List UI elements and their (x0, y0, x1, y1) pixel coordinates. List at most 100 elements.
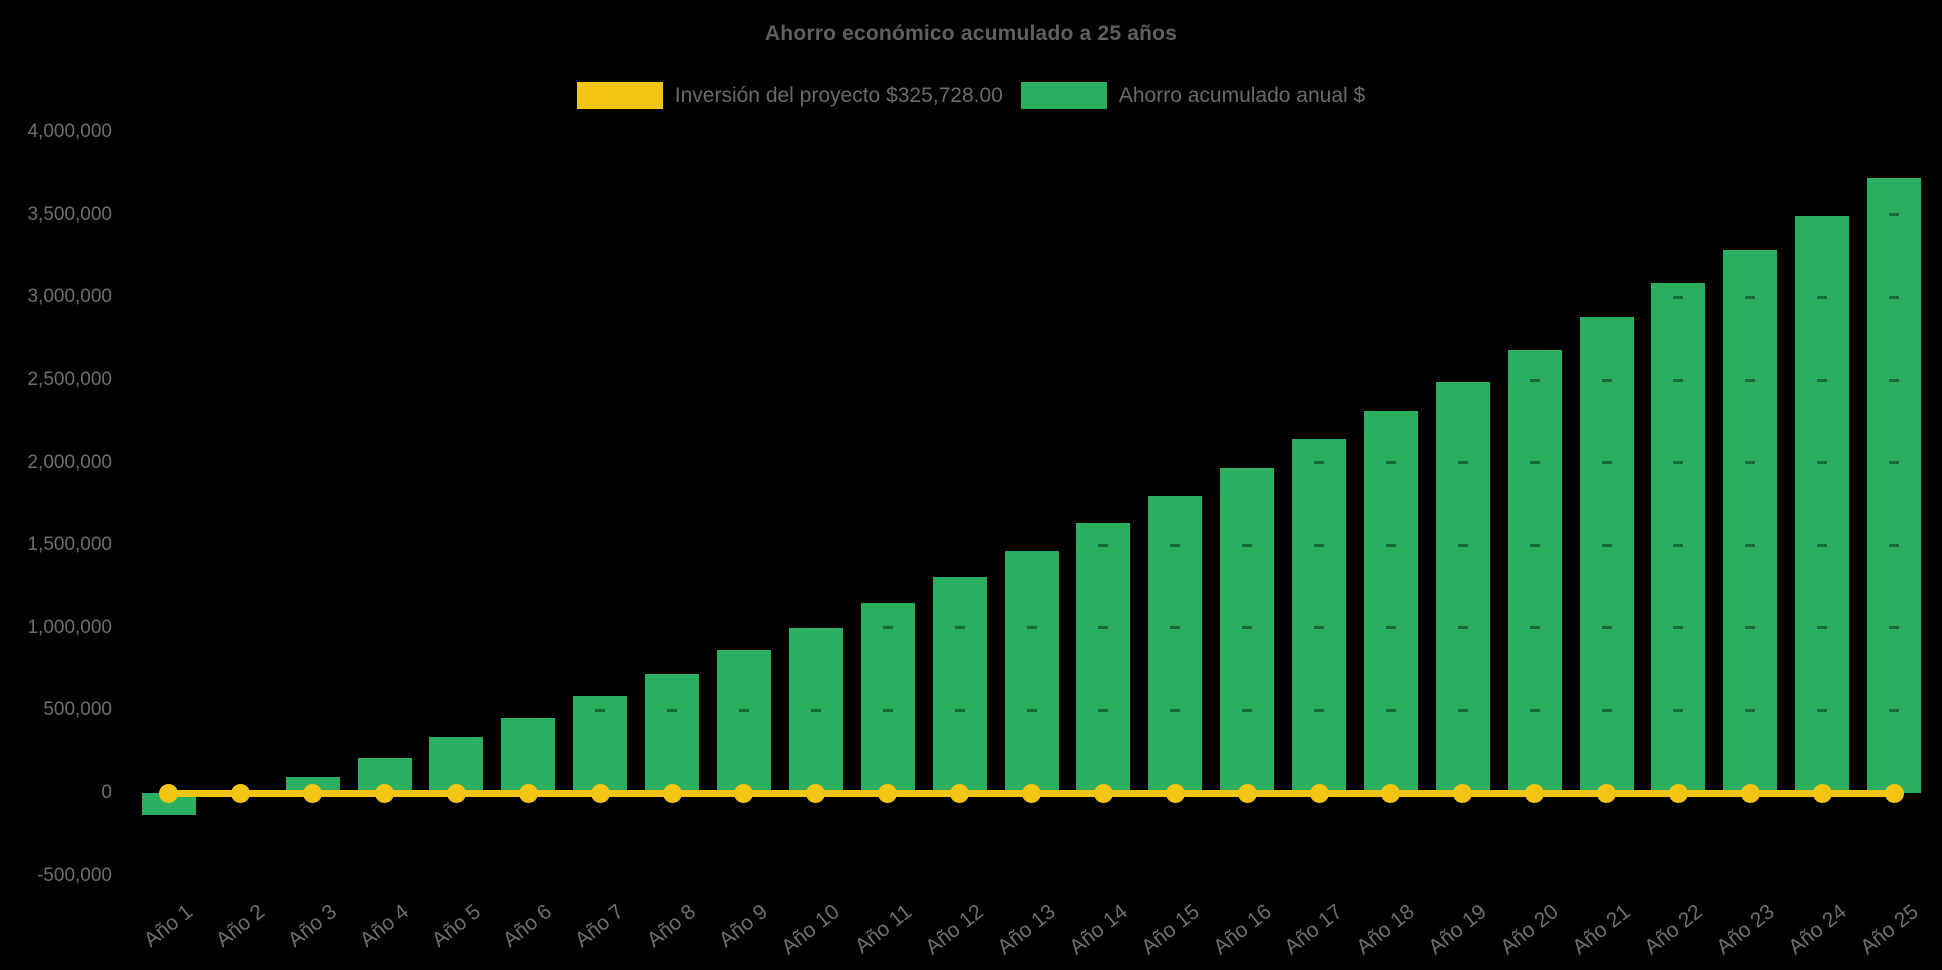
investment-line-point[interactable] (518, 783, 538, 803)
gridline-dash (954, 626, 965, 630)
bar-año-14[interactable] (1076, 522, 1131, 793)
y-axis-tick-label: 1,000,000 (27, 616, 112, 638)
investment-line-point[interactable] (1812, 783, 1832, 803)
gridline-dash (1457, 626, 1468, 630)
x-axis-tick-label: Año 11 (850, 900, 916, 959)
x-axis-tick-label: Año 7 (570, 900, 629, 952)
gridline-dash (1673, 626, 1684, 630)
investment-line-point[interactable] (1093, 783, 1113, 803)
investment-line-point[interactable] (590, 783, 610, 803)
investment-line-point[interactable] (950, 783, 970, 803)
x-axis-tick-label: Año 10 (777, 900, 845, 960)
bar-año-11[interactable] (860, 603, 915, 793)
bar-año-6[interactable] (501, 717, 556, 793)
bar-año-21[interactable] (1579, 317, 1634, 793)
chart-legend: Inversión del proyecto $325,728.00 Ahorr… (0, 82, 1942, 109)
gridline-dash (667, 708, 678, 712)
y-axis-tick-label: 2,500,000 (27, 369, 112, 390)
gridline-dash (1673, 708, 1684, 712)
investment-line-point[interactable] (734, 783, 754, 803)
investment-line-point[interactable] (446, 783, 466, 803)
y-axis-tick-label: 3,500,000 (27, 203, 112, 225)
gridline-dash (1385, 708, 1396, 712)
gridline-dash (1601, 708, 1612, 712)
legend-item-savings[interactable]: Ahorro acumulado anual $ (1020, 82, 1366, 109)
x-axis-tick-label: Año 15 (1136, 900, 1204, 960)
x-axis-tick-label: Año 9 (714, 900, 773, 952)
bar-año-8[interactable] (645, 674, 700, 793)
gridline-dash (1673, 543, 1684, 547)
gridline-dash (1457, 461, 1468, 465)
gridline-dash (1745, 295, 1756, 299)
gridline-dash (1817, 461, 1828, 465)
x-axis-tick-label: Año 13 (993, 900, 1060, 960)
bar-año-19[interactable] (1435, 381, 1490, 793)
x-axis-tick-label: Año 24 (1783, 900, 1851, 960)
x-axis-tick-label: Año 2 (211, 900, 269, 952)
investment-line-point[interactable] (806, 783, 826, 803)
investment-line-point[interactable] (231, 783, 251, 803)
x-axis-tick-label: Año 5 (427, 900, 485, 952)
x-axis-tick-label: Año 14 (1064, 900, 1132, 960)
bar-año-9[interactable] (716, 650, 771, 793)
investment-line-point[interactable] (1381, 783, 1401, 803)
legend-label-investment: Inversión del proyecto $325,728.00 (674, 83, 1003, 107)
investment-line-point[interactable] (303, 783, 323, 803)
x-axis-tick-label: Año 22 (1639, 900, 1707, 960)
bar-año-7[interactable] (573, 695, 628, 793)
investment-line-point[interactable] (375, 783, 395, 803)
bar-año-16[interactable] (1220, 467, 1275, 793)
gridline-dash (1385, 461, 1396, 465)
legend-item-investment[interactable]: Inversión del proyecto $325,728.00 (576, 82, 1003, 109)
investment-line-point[interactable] (1309, 783, 1329, 803)
gridline-dash (1170, 543, 1181, 547)
bar-año-23[interactable] (1723, 250, 1778, 793)
gridline-dash (1529, 708, 1540, 712)
bar-año-12[interactable] (932, 577, 987, 793)
bar-año-20[interactable] (1507, 350, 1562, 793)
x-axis-tick-label: Año 16 (1208, 900, 1276, 960)
investment-line-point[interactable] (1453, 783, 1473, 803)
investment-line-point[interactable] (1022, 783, 1041, 803)
bar-año-18[interactable] (1363, 411, 1418, 793)
investment-line-point[interactable] (1740, 783, 1760, 803)
gridline-dash (1385, 626, 1396, 630)
bar-año-25[interactable] (1867, 177, 1922, 793)
investment-line-point[interactable] (1884, 783, 1904, 803)
y-axis-tick-label: 0 (101, 782, 112, 803)
investment-swatch-icon (576, 82, 663, 109)
bar-año-10[interactable] (788, 627, 843, 793)
bar-año-1[interactable] (141, 793, 196, 816)
y-axis-tick-label: -500,000 (36, 864, 112, 886)
x-axis-tick-label: Año 19 (1424, 900, 1491, 960)
chart-title: Ahorro económico acumulado a 25 años (764, 22, 1178, 45)
gridline-dash (1817, 543, 1828, 547)
investment-line-point[interactable] (1597, 783, 1617, 803)
x-axis-tick-label: Año 25 (1855, 900, 1923, 960)
gridline-dash (1673, 461, 1684, 465)
bar-año-22[interactable] (1651, 282, 1706, 793)
gridline-dash (1745, 543, 1756, 547)
investment-line-point[interactable] (1165, 783, 1185, 803)
gridline-dash (1242, 708, 1253, 712)
bar-año-24[interactable] (1795, 215, 1850, 793)
gridline-dash (1242, 543, 1253, 547)
gridline-dash (1529, 626, 1540, 630)
gridline-dash (1601, 461, 1612, 465)
investment-line-point[interactable] (159, 783, 179, 803)
investment-line-point[interactable] (662, 783, 682, 803)
investment-line-point[interactable] (1525, 783, 1545, 803)
investment-line-point[interactable] (1668, 783, 1688, 803)
gridline-dash (595, 708, 606, 712)
gridline-dash (1098, 708, 1109, 712)
x-axis-tick-label: Año 21 (1568, 900, 1635, 960)
investment-line-point[interactable] (878, 783, 898, 803)
investment-line-point[interactable] (1237, 783, 1257, 803)
gridline-dash (810, 708, 821, 712)
bar-año-15[interactable] (1148, 496, 1203, 793)
x-axis-tick-label: Año 8 (642, 900, 701, 952)
bar-año-13[interactable] (1004, 550, 1059, 793)
bar-año-17[interactable] (1292, 439, 1347, 793)
legend-label-savings: Ahorro acumulado anual $ (1118, 83, 1366, 107)
